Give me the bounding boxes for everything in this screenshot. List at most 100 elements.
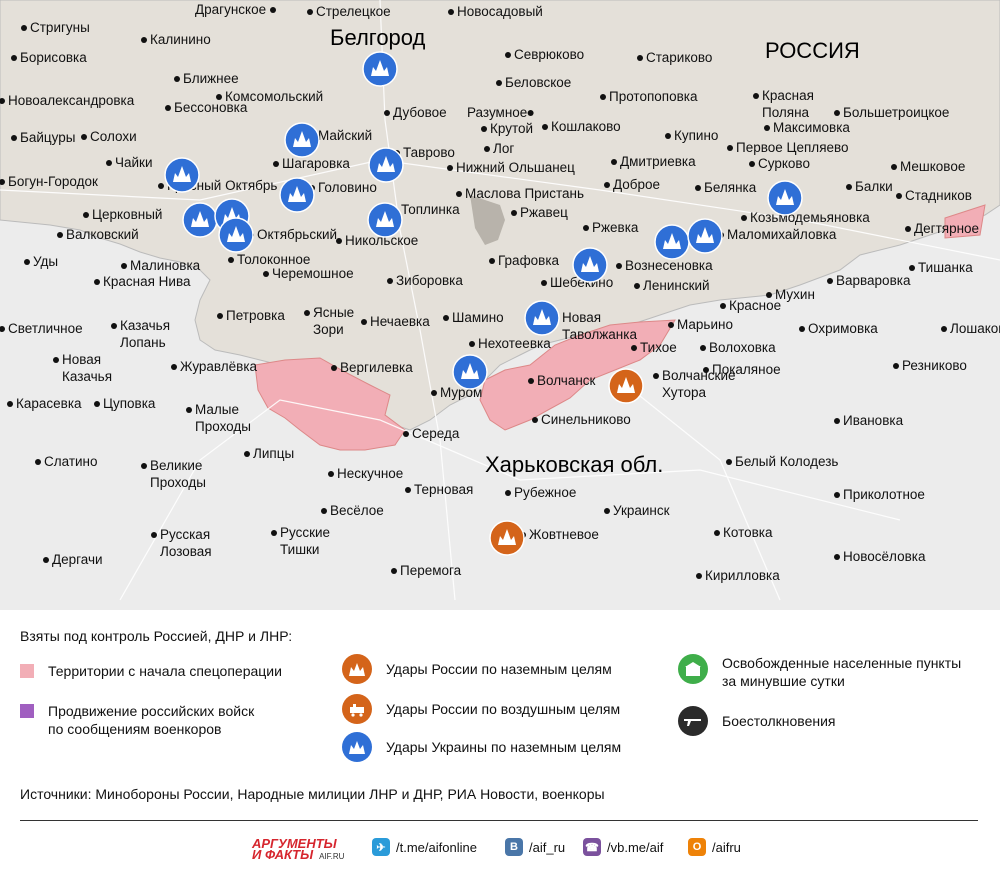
city-label: Новосёловка: [843, 549, 926, 564]
city-dot: [81, 134, 87, 140]
city-102: Украинск: [604, 503, 670, 518]
purple-swatch: [20, 704, 34, 718]
city-label: Драгунское: [195, 2, 266, 17]
city-dot: [244, 451, 250, 457]
city-label: Жовтневое: [529, 527, 599, 542]
city-74: Охримовка: [799, 321, 878, 336]
reservoir: [470, 195, 505, 245]
city-label: Вергилевка: [340, 360, 413, 375]
city-69: Красное: [720, 298, 781, 313]
city-106: Котовка: [714, 525, 773, 540]
city-19: Солохи: [81, 129, 137, 144]
city-dot: [637, 55, 643, 61]
city-42: Топлинка: [392, 202, 460, 217]
city-dot: [263, 271, 269, 277]
vk-link[interactable]: B /aif_ru: [505, 838, 565, 856]
city-dot: [53, 357, 59, 363]
city-dot: [749, 161, 755, 167]
city-label: Поляна: [762, 105, 810, 120]
legend: Взяты под контроль Россией, ДНР и ЛНР: Т…: [0, 610, 1000, 885]
city-label: Середа: [412, 426, 460, 441]
city-label: Первое Цепляево: [736, 140, 849, 155]
city-label: Казачья: [62, 369, 112, 384]
city-dot: [714, 530, 720, 536]
city-26: Шагаровка: [273, 156, 350, 171]
ru-strike-icon: [608, 368, 644, 404]
city-100: Приколотное: [834, 487, 925, 502]
city-79: Новая Казачья: [53, 352, 112, 384]
city-dot: [141, 37, 147, 43]
city-10: Комсомольский: [216, 89, 323, 104]
city-label: Резниково: [902, 358, 967, 373]
city-dot: [217, 313, 223, 319]
city-98: Терновая: [405, 482, 473, 497]
city-label: Стадников: [905, 188, 972, 203]
telegram-icon: ✈: [372, 838, 390, 856]
city-9: Ближнее: [174, 71, 239, 86]
city-label: Цуповка: [103, 396, 156, 411]
city-label: Петровка: [226, 308, 285, 323]
city-64: Мухин: [766, 287, 815, 302]
city-13: Дубовое: [384, 105, 447, 120]
city-75: Лошаково: [941, 321, 1000, 336]
vk-icon: B: [505, 838, 523, 856]
city-dot: [186, 407, 192, 413]
city-dot: [171, 364, 177, 370]
city-label: Уды: [33, 254, 58, 269]
city-dot: [505, 490, 511, 496]
city-label: Новая: [562, 310, 601, 325]
city-label: Борисовка: [20, 50, 87, 65]
oblast-label: Харьковская обл.: [485, 452, 663, 477]
city-label: Синельниково: [541, 412, 631, 427]
city-label: Стариково: [646, 50, 712, 65]
city-dot: [896, 193, 902, 199]
city-label: Бессоновка: [174, 100, 248, 115]
ok-icon: О: [688, 838, 706, 856]
city-99: Рубежное: [505, 485, 576, 500]
city-label: Слатино: [44, 454, 98, 469]
captured-territory-dergachi-east: [944, 204, 986, 239]
city-41: Стадников: [896, 188, 972, 203]
city-dot: [542, 124, 548, 130]
legend-item-ua-ground: Удары Украины по наземным целям: [342, 732, 621, 762]
city-label: Ржевка: [592, 220, 639, 235]
city-label: Дубовое: [393, 105, 447, 120]
city-65: Петровка: [217, 308, 285, 323]
city-label: Солохи: [90, 129, 137, 144]
viber-link[interactable]: ☎ /vb.me/aif: [583, 838, 663, 856]
city-label: Большетроицкое: [843, 105, 949, 120]
city-dot: [631, 345, 637, 351]
city-label: Волоховка: [709, 340, 776, 355]
city-label: Ближнее: [183, 71, 239, 86]
city-dot: [891, 164, 897, 170]
city-49: Октябрьский: [248, 227, 337, 242]
city-label: Великие: [150, 458, 202, 473]
ok-link[interactable]: О /aifru: [688, 838, 741, 856]
city-dot: [151, 532, 157, 538]
ua-strike-icon: [452, 354, 488, 390]
city-60: Красная Нива: [94, 274, 191, 289]
city-dot: [11, 55, 17, 61]
city-label: Тихое: [640, 340, 677, 355]
city-label: Никольское: [345, 233, 418, 248]
city-62: Ленинский: [634, 278, 710, 293]
city-label: Толоконное: [237, 252, 310, 267]
city-87: Цуповка: [94, 396, 156, 411]
city-dot: [321, 508, 327, 514]
legend-item-territories: Территории с начала спецоперации: [20, 662, 282, 680]
city-dot: [94, 401, 100, 407]
pink-swatch: [20, 664, 34, 678]
city-label: Весёлое: [330, 503, 384, 518]
city-label: Стригуны: [30, 20, 90, 35]
city-71: Казачья Лопань: [111, 318, 170, 350]
city-56: Малиновка: [121, 258, 201, 273]
city-label: Церковный: [92, 207, 162, 222]
city-dot: [448, 9, 454, 15]
city-label: Максимовка: [773, 120, 850, 135]
city-label: Кирилловка: [705, 568, 780, 583]
telegram-link[interactable]: ✈ /t.me/aifonline: [372, 838, 477, 856]
city-dot: [443, 315, 449, 321]
city-label: Белянка: [704, 180, 757, 195]
city-0: Драгунское: [195, 2, 276, 17]
city-label: Нескучное: [337, 466, 403, 481]
